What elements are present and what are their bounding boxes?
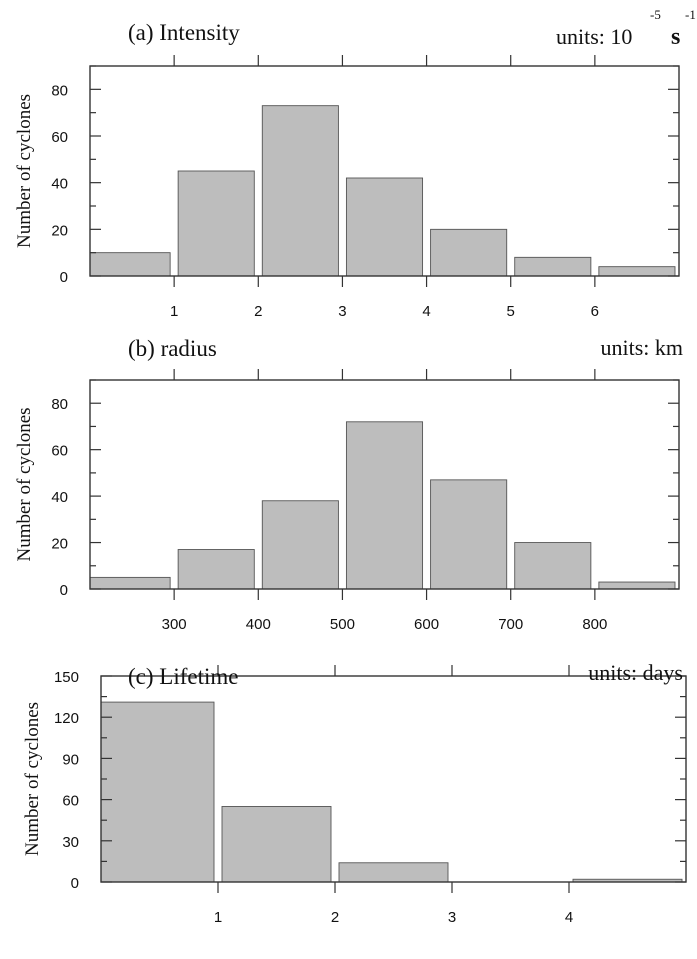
- histogram-panel-1: 0 20 40 60 80 1 2 3 4 5 6 Number of cyclones (a) Int…: [14, 7, 696, 320]
- y-tick-label: 60: [51, 443, 68, 460]
- x-tick-label: 700: [498, 616, 523, 633]
- bar: [221, 806, 332, 883]
- bar: [598, 581, 676, 590]
- x-tick-label: 800: [582, 616, 607, 633]
- x-tick-label: 4: [422, 303, 430, 320]
- y-tick-label: 60: [51, 129, 68, 146]
- bar: [261, 105, 339, 277]
- x-tick-label: 6: [591, 303, 599, 320]
- x-tick-label: 1: [170, 303, 178, 320]
- plot-frame: [89, 65, 680, 277]
- histogram-panel-2: 0 20 40 60 80 300 400 500 600 700 800 Number of cyc…: [14, 335, 683, 633]
- x-tick-label: 3: [338, 303, 346, 320]
- y-tick-label: 20: [51, 536, 68, 553]
- units-symbol: s: [671, 24, 680, 50]
- x-tick-label: 600: [414, 616, 439, 633]
- y-axis-label: Number of cyclones: [14, 407, 35, 561]
- y-tick-label: 90: [62, 751, 79, 768]
- y-tick-label: 0: [71, 875, 79, 892]
- units-prefix: units: 10: [556, 24, 632, 49]
- y-axis-label: Number of cyclones: [22, 702, 43, 856]
- y-tick-label: 80: [51, 82, 68, 99]
- bar: [514, 542, 592, 590]
- bar: [89, 576, 171, 590]
- bar: [338, 862, 449, 883]
- x-tick-label: 2: [254, 303, 262, 320]
- units-label: units: km: [600, 335, 683, 360]
- x-tick-label: 1: [214, 909, 222, 926]
- y-tick-label: 40: [51, 489, 68, 506]
- bar: [89, 252, 171, 277]
- y-tick-label: 30: [62, 834, 79, 851]
- y-tick-label: 60: [62, 793, 79, 810]
- plot-frame: [89, 379, 680, 590]
- x-tick-label: 4: [565, 909, 573, 926]
- units-label: units: 10 -5 s -1: [556, 7, 696, 50]
- bar: [177, 549, 255, 590]
- y-tick-label: 40: [51, 176, 68, 193]
- x-tick-label: 300: [162, 616, 187, 633]
- bar: [430, 228, 508, 277]
- bar: [514, 256, 592, 277]
- bar: [177, 170, 255, 277]
- y-tick-label: 80: [51, 396, 68, 413]
- bar: [598, 266, 676, 277]
- units-label: units: days: [588, 660, 683, 685]
- x-tick-label: 500: [330, 616, 355, 633]
- bar: [345, 421, 424, 590]
- x-tick-label: 3: [448, 909, 456, 926]
- bar: [261, 500, 339, 590]
- histogram-panel-3: 0 30 60 90 120 150 1 2 3 4 Number of cyclones (c) L…: [22, 660, 687, 926]
- y-tick-label: 150: [54, 669, 79, 686]
- x-tick-label: 2: [331, 909, 339, 926]
- panel-title: (a) Intensity: [128, 20, 240, 45]
- units-superscript-2: -1: [685, 7, 696, 22]
- bar: [100, 701, 215, 883]
- bar: [345, 177, 424, 277]
- y-tick-label: 0: [60, 582, 68, 599]
- y-tick-label: 120: [54, 710, 79, 727]
- x-tick-label: 400: [246, 616, 271, 633]
- y-axis-label: Number of cyclones: [14, 94, 35, 248]
- y-tick-label: 0: [60, 269, 68, 286]
- bar: [430, 479, 508, 590]
- y-tick-label: 20: [51, 222, 68, 239]
- panel-title: (b) radius: [128, 336, 217, 361]
- panel-title: (c) Lifetime: [128, 664, 238, 689]
- x-tick-label: 5: [507, 303, 515, 320]
- units-superscript-1: -5: [650, 7, 661, 22]
